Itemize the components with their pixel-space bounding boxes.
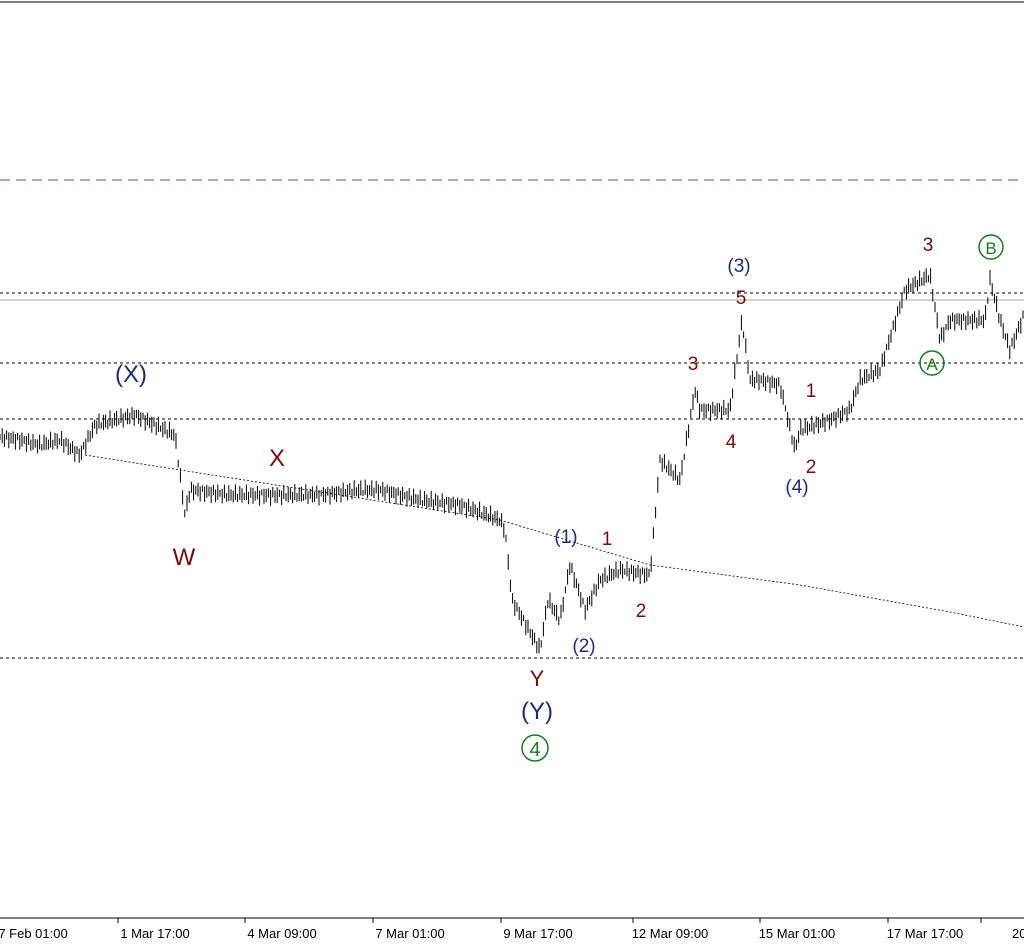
wave-label: B (985, 239, 996, 258)
price-bars (0, 268, 1024, 654)
x-tick-label: 7 Mar 01:00 (375, 926, 444, 941)
wave-label: 2 (806, 457, 817, 478)
x-tick-label: 12 Mar 09:00 (632, 926, 709, 941)
wave-label: 5 (736, 288, 747, 309)
x-tick-label: 1 Mar 17:00 (120, 926, 189, 941)
x-tick-label: 17 Mar 17:00 (887, 926, 964, 941)
wave-circle (919, 350, 945, 376)
wave-label: (4) (785, 477, 808, 498)
wave-label: (2) (572, 636, 595, 657)
wave-label: X (269, 445, 285, 472)
wave-label: 3 (923, 235, 934, 256)
wave-label: 4 (529, 739, 540, 761)
x-tick-label: 4 Mar 09:00 (247, 926, 316, 941)
wave-label: 3 (688, 354, 699, 375)
wave-label: A (926, 355, 938, 374)
x-tick-label: 20 (1012, 926, 1024, 941)
wave-label: W (173, 544, 196, 571)
x-axis-labels: 7 Feb 01:00 1 Mar 17:00 4 Mar 09:00 7 Mar 0… (0, 918, 1024, 941)
wave-label: Y (530, 666, 545, 691)
wave-label: (X) (115, 361, 147, 388)
wave-label: 4 (726, 432, 737, 453)
x-tick-label: 9 Mar 17:00 (503, 926, 572, 941)
x-tick-label: 15 Mar 01:00 (759, 926, 836, 941)
wave-label: 2 (636, 601, 647, 622)
wave-label: 1 (806, 381, 817, 402)
wave-label: (3) (727, 256, 750, 277)
wave-label: (Y) (521, 698, 553, 725)
wave-circle (521, 734, 549, 762)
wave-label: (1) (554, 527, 577, 548)
wave-label: 1 (602, 529, 613, 550)
x-tick-label: 7 Feb 01:00 (0, 926, 68, 941)
wave-circle (978, 234, 1004, 260)
